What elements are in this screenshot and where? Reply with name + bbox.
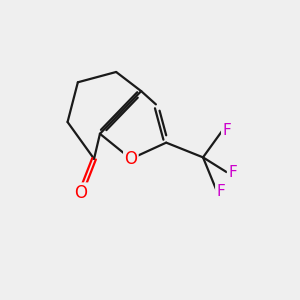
Text: F: F xyxy=(222,123,231,138)
Text: F: F xyxy=(216,184,225,199)
Text: O: O xyxy=(124,150,137,168)
Text: O: O xyxy=(74,184,87,202)
Text: F: F xyxy=(228,165,237,180)
